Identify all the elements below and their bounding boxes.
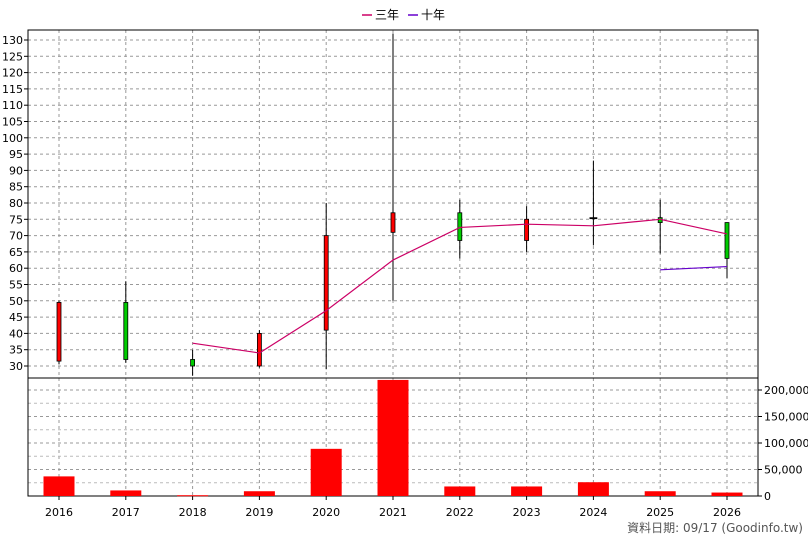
legend-label-10yr: 十年 <box>421 8 445 22</box>
candle-body <box>524 218 529 241</box>
volume-bar <box>310 448 342 496</box>
price-tick-label: 65 <box>9 246 23 259</box>
price-tick-label: 75 <box>9 213 23 226</box>
price-tick-label: 95 <box>9 148 23 161</box>
candle-body <box>724 222 730 259</box>
price-tick-label: 50 <box>9 295 23 308</box>
candle-body <box>390 212 396 233</box>
volume-bar <box>711 492 743 496</box>
price-tick-label: 125 <box>2 50 23 63</box>
volume-bar <box>377 379 409 496</box>
price-tick-label: 90 <box>9 164 23 177</box>
volume-bar <box>243 491 275 496</box>
x-tick-label: 2023 <box>513 506 541 519</box>
volume-axis-ticks: 0 50,000 100,000 150,000 200,000 <box>758 384 808 503</box>
price-tick-label: 45 <box>9 311 23 324</box>
price-tick-label: 85 <box>9 181 23 194</box>
candle-body <box>457 212 463 241</box>
price-tick-label: 55 <box>9 279 23 292</box>
volume-bar <box>644 491 676 496</box>
x-tick-label: 2026 <box>713 506 741 519</box>
candlesticks <box>56 33 730 376</box>
footer-source: 資料日期: 09/17 (Goodinfo.tw) <box>627 521 803 535</box>
x-tick-label: 2017 <box>112 506 140 519</box>
candle-body <box>56 302 62 362</box>
volume-tick-label: 150,000 <box>764 411 808 424</box>
price-tick-label: 70 <box>9 230 23 243</box>
candle-body <box>323 235 329 331</box>
volume-bar <box>577 482 609 496</box>
volume-bar <box>110 490 142 496</box>
volume-bars <box>43 379 743 497</box>
volume-tick-label: 200,000 <box>764 384 808 397</box>
price-tick-label: 105 <box>2 116 23 129</box>
legend: 三年 十年 <box>362 8 445 22</box>
grid-lines <box>28 30 758 496</box>
price-tick-label: 110 <box>2 99 23 112</box>
moving-average-lines <box>192 218 728 354</box>
x-tick-label: 2019 <box>245 506 273 519</box>
price-tick-label: 100 <box>2 132 23 145</box>
volume-bar <box>177 495 209 497</box>
candle-body <box>256 332 262 367</box>
series-line <box>192 218 728 354</box>
volume-tick-label: 0 <box>764 490 771 503</box>
x-tick-label: 2025 <box>646 506 674 519</box>
series-line <box>660 265 728 271</box>
volume-tick-label: 100,000 <box>764 437 808 450</box>
candle-body <box>589 217 598 220</box>
price-tick-label: 60 <box>9 262 23 275</box>
price-tick-label: 80 <box>9 197 23 210</box>
x-tick-label: 2024 <box>579 506 607 519</box>
price-tick-label: 130 <box>2 34 23 47</box>
price-tick-label: 35 <box>9 344 23 357</box>
volume-bar <box>511 486 543 496</box>
volume-bar <box>444 486 476 496</box>
x-tick-label: 2021 <box>379 506 407 519</box>
x-tick-label: 2018 <box>179 506 207 519</box>
legend-label-3yr: 三年 <box>375 8 399 22</box>
price-axis-ticks: 30 35 40 45 50 55 60 65 70 75 80 85 90 95 100 105 110 115… <box>2 34 28 373</box>
x-tick-label: 2022 <box>446 506 474 519</box>
candle-body <box>123 302 129 360</box>
volume-bar <box>43 476 75 496</box>
x-tick-label: 2020 <box>312 506 340 519</box>
price-tick-label: 120 <box>2 67 23 80</box>
candle-body <box>190 359 196 367</box>
price-tick-label: 30 <box>9 360 23 373</box>
x-tick-label: 2016 <box>45 506 73 519</box>
price-tick-label: 115 <box>2 83 23 96</box>
price-tick-label: 40 <box>9 327 23 340</box>
x-axis-ticks: 2016 2017 2018 2019 2020 2021 2022 2023 2024 2025… <box>45 496 741 519</box>
volume-tick-label: 50,000 <box>764 464 803 477</box>
